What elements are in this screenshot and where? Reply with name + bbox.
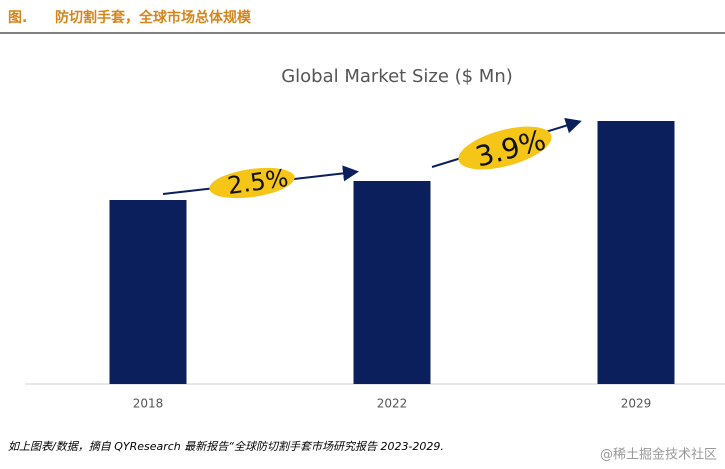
bar — [109, 200, 187, 384]
annotation: 2.5% — [226, 164, 290, 200]
annotation-badge — [458, 126, 552, 170]
figure-label: 图. — [8, 10, 27, 26]
x-tick-label: 2029 — [621, 397, 652, 411]
chart-title: Global Market Size ($ Mn) — [281, 66, 513, 87]
x-tick-label: 2018 — [133, 397, 164, 411]
annotation: 3.9% — [472, 123, 549, 173]
x-tick-label: 2022 — [377, 397, 408, 411]
bar — [353, 181, 431, 384]
watermark: @稀土掘金技术社区 — [600, 447, 717, 463]
figure-title: 防切割手套，全球市场总体规模 — [55, 9, 252, 26]
annotation-badge — [209, 167, 295, 199]
bar — [597, 121, 675, 384]
source-note: 如上图表/数据，摘自 QYResearch 最新报告“全球防切割手套市场研究报告… — [8, 440, 444, 453]
